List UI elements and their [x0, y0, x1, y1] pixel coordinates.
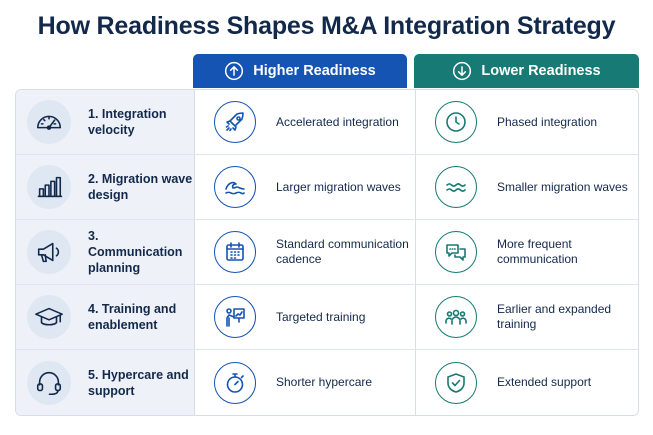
factor-label: 4. Training and enablement — [88, 302, 177, 332]
lower-readiness-value: Extended support — [497, 375, 592, 389]
chat-bubbles-icon — [435, 231, 477, 273]
group-icon — [435, 296, 477, 338]
lower-readiness-value: Phased integration — [497, 114, 598, 129]
lower-readiness-cell: Earlier and expanded training — [415, 285, 638, 349]
factor-label: 5. Hypercare and support — [88, 367, 189, 398]
higher-readiness-header: Higher Readiness — [193, 54, 407, 88]
factor-cell: 1. Integration velocity — [16, 90, 194, 154]
higher-readiness-value: Shorter hypercare — [276, 375, 373, 389]
bar-chart-icon — [27, 165, 71, 209]
table-row: 2. Migration wave design Larger migratio… — [16, 155, 638, 220]
higher-readiness-label: Higher Readiness — [253, 63, 376, 79]
factor-cell: 2. Migration wave design — [16, 155, 194, 219]
graduation-cap-icon — [27, 295, 71, 339]
table-row: 3. Communication planning Standard commu… — [16, 220, 638, 285]
lower-readiness-cell: More frequent communication — [415, 220, 638, 284]
lower-readiness-value: More frequent communication — [497, 237, 578, 266]
higher-readiness-value: Standard communication cadence — [276, 237, 409, 266]
lower-readiness-cell: Phased integration — [415, 90, 638, 154]
page-title: How Readiness Shapes M&A Integration Str… — [37, 12, 616, 40]
comparison-table: 1. Integration velocity Accelerated inte… — [15, 89, 639, 416]
lower-readiness-label: Lower Readiness — [481, 63, 601, 79]
factor-cell: 4. Training and enablement — [16, 285, 194, 349]
rocket-icon — [214, 101, 256, 143]
column-divider — [194, 90, 195, 415]
higher-readiness-value: Accelerated integration — [276, 114, 399, 129]
large-wave-icon — [214, 166, 256, 208]
lower-readiness-value: Smaller migration waves — [497, 179, 628, 194]
table-row: 5. Hypercare and support Shorter hyperca… — [16, 350, 638, 415]
stopwatch-icon — [214, 361, 256, 404]
table-row: 1. Integration velocity Accelerated inte… — [16, 90, 638, 155]
arrow-down-circle-icon — [453, 61, 472, 81]
higher-readiness-cell: Standard communication cadence — [194, 220, 415, 284]
higher-readiness-cell: Shorter hypercare — [194, 350, 415, 415]
higher-readiness-value: Targeted training — [276, 309, 366, 324]
calendar-icon — [214, 231, 256, 273]
headset-icon — [27, 360, 71, 405]
arrow-up-circle-icon — [225, 61, 244, 81]
factor-label: 3. Communication planning — [88, 229, 183, 275]
lower-readiness-value: Earlier and expanded training — [497, 302, 612, 331]
column-divider — [415, 90, 416, 415]
small-wave-icon — [435, 166, 477, 208]
megaphone-icon — [27, 230, 71, 274]
table-row: 4. Training and enablement Targeted trai… — [16, 285, 638, 350]
higher-readiness-cell: Targeted training — [194, 285, 415, 349]
higher-readiness-value: Larger migration waves — [276, 179, 401, 194]
presenter-icon — [214, 296, 256, 338]
clock-icon — [435, 101, 477, 143]
shield-check-icon — [435, 361, 477, 404]
higher-readiness-cell: Accelerated integration — [194, 90, 415, 154]
factor-cell: 3. Communication planning — [16, 220, 194, 284]
speedometer-icon — [27, 100, 71, 144]
higher-readiness-cell: Larger migration waves — [194, 155, 415, 219]
factor-label: 1. Integration velocity — [88, 107, 167, 137]
lower-readiness-cell: Smaller migration waves — [415, 155, 638, 219]
lower-readiness-cell: Extended support — [415, 350, 638, 415]
lower-readiness-header: Lower Readiness — [414, 54, 639, 88]
factor-label: 2. Migration wave design — [88, 172, 193, 202]
factor-cell: 5. Hypercare and support — [16, 350, 194, 415]
